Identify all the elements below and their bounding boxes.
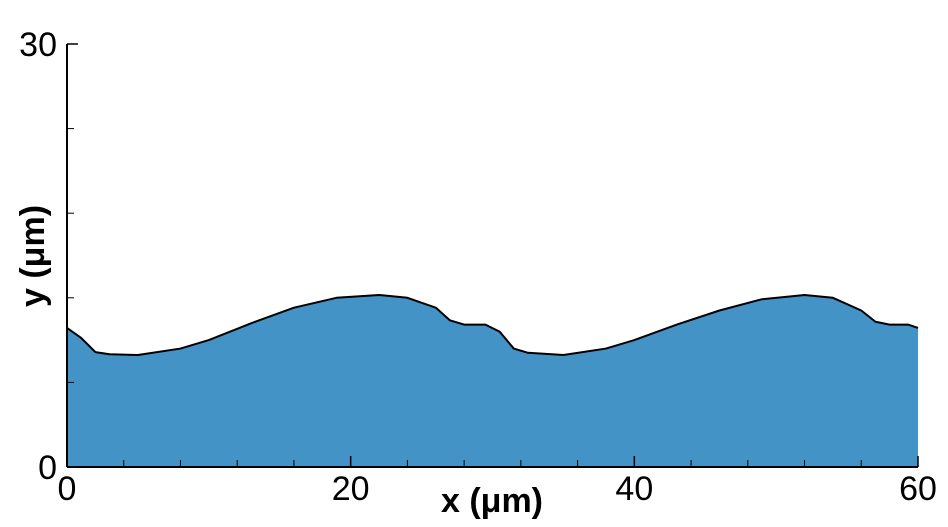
y-axis-label: y (μm) bbox=[14, 205, 52, 307]
x-axis-label: x (μm) bbox=[441, 482, 543, 520]
surface-line bbox=[66, 293, 919, 357]
x-tick-label: 0 bbox=[58, 470, 77, 508]
x-tick-label: 40 bbox=[615, 470, 653, 508]
area-fill bbox=[67, 294, 918, 467]
y-tick-label: 30 bbox=[19, 26, 57, 64]
y-tick-label: 0 bbox=[38, 449, 57, 487]
x-tick-label: 60 bbox=[899, 470, 937, 508]
x-tick-label: 20 bbox=[332, 470, 370, 508]
